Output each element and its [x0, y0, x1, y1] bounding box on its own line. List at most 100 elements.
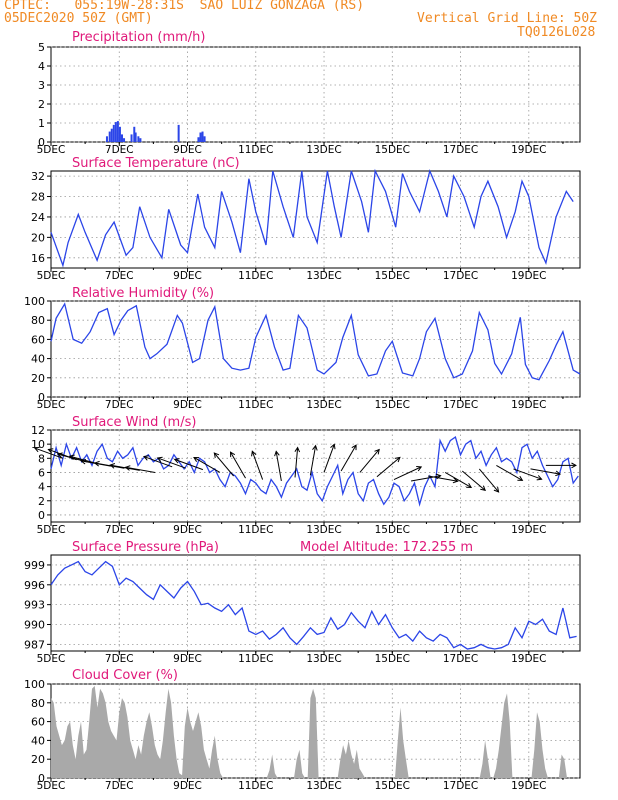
- x-tick-label: 17DEC: [443, 524, 478, 536]
- precip-bar: [203, 136, 206, 142]
- panel-frame: [50, 300, 581, 398]
- wind-arrow: [174, 458, 204, 471]
- wind-arrowhead: [229, 451, 236, 458]
- wind-arrowhead: [213, 452, 220, 458]
- wind-arrowhead: [156, 456, 163, 463]
- wind-arrow: [530, 468, 561, 475]
- precip-bar: [120, 134, 123, 142]
- x-tick-label: 7DEC: [105, 144, 134, 156]
- precip-bar: [110, 128, 113, 142]
- wind-arrow: [323, 444, 335, 473]
- precip-bar: [197, 137, 200, 142]
- wind-arrow: [275, 451, 282, 482]
- x-tick-label: 7DEC: [105, 270, 134, 282]
- precip-bar: [114, 122, 117, 142]
- y-tick-label: 4: [38, 481, 45, 494]
- panel-title: Surface Temperature (nC): [72, 156, 240, 171]
- precip-bar: [201, 131, 204, 142]
- precip-bar: [199, 132, 202, 142]
- x-tick-label: 15DEC: [375, 524, 410, 536]
- x-tick-label: 11DEC: [238, 653, 273, 665]
- precip-bar: [108, 131, 111, 142]
- y-tick-label: 1: [38, 117, 45, 130]
- wind-arrow: [125, 466, 156, 473]
- y-tick-label: 2: [38, 98, 45, 111]
- x-tick-label: 7DEC: [105, 399, 134, 411]
- precip-bar: [130, 134, 133, 142]
- x-tick-label: 13DEC: [306, 653, 341, 665]
- x-tick-label: 17DEC: [443, 144, 478, 156]
- wind-arrowhead: [517, 475, 524, 481]
- wind-arrow: [309, 445, 317, 476]
- wind-arrowhead: [571, 462, 577, 469]
- wind-arrow: [340, 444, 357, 472]
- x-tick-label: 9DEC: [173, 399, 202, 411]
- panel-3: [47, 300, 581, 401]
- x-tick-label: 11DEC: [238, 399, 273, 411]
- wind-arrowhead: [536, 475, 543, 481]
- panel-frame: [50, 554, 581, 652]
- wind-arrowhead: [143, 455, 149, 461]
- precip-bar: [123, 138, 126, 142]
- y-tick-label: 2: [38, 495, 45, 508]
- x-tick-label: 17DEC: [443, 653, 478, 665]
- station-header: CPTEC: 055:19W-28:31S SAO LUIZ GONZAGA (…: [4, 0, 365, 13]
- wind-arrow: [444, 472, 472, 488]
- wind-arrowhead: [312, 444, 318, 451]
- x-tick-label: 19DEC: [511, 144, 546, 156]
- wind-arrowhead: [193, 456, 200, 462]
- precip-bar: [134, 132, 137, 142]
- wind-arrowhead: [124, 465, 131, 471]
- x-tick-label: 19DEC: [511, 270, 546, 282]
- wind-arrowhead: [330, 443, 336, 450]
- panel-title: Relative Humidity (%): [72, 286, 214, 301]
- y-tick-label: 6: [38, 466, 45, 479]
- y-tick-label: 0: [38, 136, 45, 149]
- y-tick-label: 993: [24, 599, 45, 612]
- y-tick-label: 0: [38, 509, 45, 522]
- precip-bar: [177, 124, 180, 142]
- y-tick-label: 4: [38, 60, 45, 73]
- wind-arrowhead: [80, 458, 87, 465]
- panel-2: [47, 168, 581, 272]
- y-tick-label: 20: [31, 231, 45, 244]
- y-tick-label: 5: [38, 41, 45, 54]
- wind-arrowhead: [374, 448, 380, 455]
- x-tick-label: 5DEC: [37, 524, 66, 536]
- precip-bar: [112, 124, 115, 142]
- y-tick-label: 16: [31, 252, 45, 265]
- x-tick-label: 13DEC: [306, 270, 341, 282]
- wind-arrow: [359, 449, 380, 473]
- x-tick-label: 13DEC: [306, 399, 341, 411]
- y-tick-label: 8: [38, 452, 45, 465]
- series-line: [50, 168, 574, 268]
- precip-bar: [116, 121, 119, 142]
- x-tick-label: 7DEC: [105, 653, 134, 665]
- wind-arrow: [230, 451, 246, 479]
- wind-arrowhead: [466, 482, 473, 489]
- x-tick-label: 19DEC: [511, 653, 546, 665]
- wind-arrowhead: [274, 450, 280, 457]
- panel-title: Cloud Cover (%): [72, 668, 178, 683]
- x-tick-label: 9DEC: [173, 144, 202, 156]
- x-tick-label: 11DEC: [238, 144, 273, 156]
- y-tick-label: 32: [31, 170, 45, 183]
- x-tick-label: 13DEC: [306, 780, 341, 792]
- wind-arrowhead: [452, 477, 459, 484]
- y-tick-label: 10: [31, 438, 45, 451]
- x-tick-label: 9DEC: [173, 524, 202, 536]
- y-tick-label: 80: [31, 314, 45, 327]
- precip-bar: [137, 136, 140, 142]
- x-tick-label: 19DEC: [511, 524, 546, 536]
- wind-arrowhead: [109, 463, 116, 469]
- x-tick-label: 5DEC: [37, 270, 66, 282]
- x-tick-label: 15DEC: [375, 780, 410, 792]
- x-tick-label: 5DEC: [37, 653, 66, 665]
- wind-arrow: [496, 464, 523, 481]
- precip-bar: [105, 136, 108, 142]
- model-code: TQ0126L028: [517, 25, 596, 40]
- panel-5: [47, 554, 581, 655]
- wind-arrowhead: [416, 466, 423, 472]
- wind-arrow: [376, 457, 401, 478]
